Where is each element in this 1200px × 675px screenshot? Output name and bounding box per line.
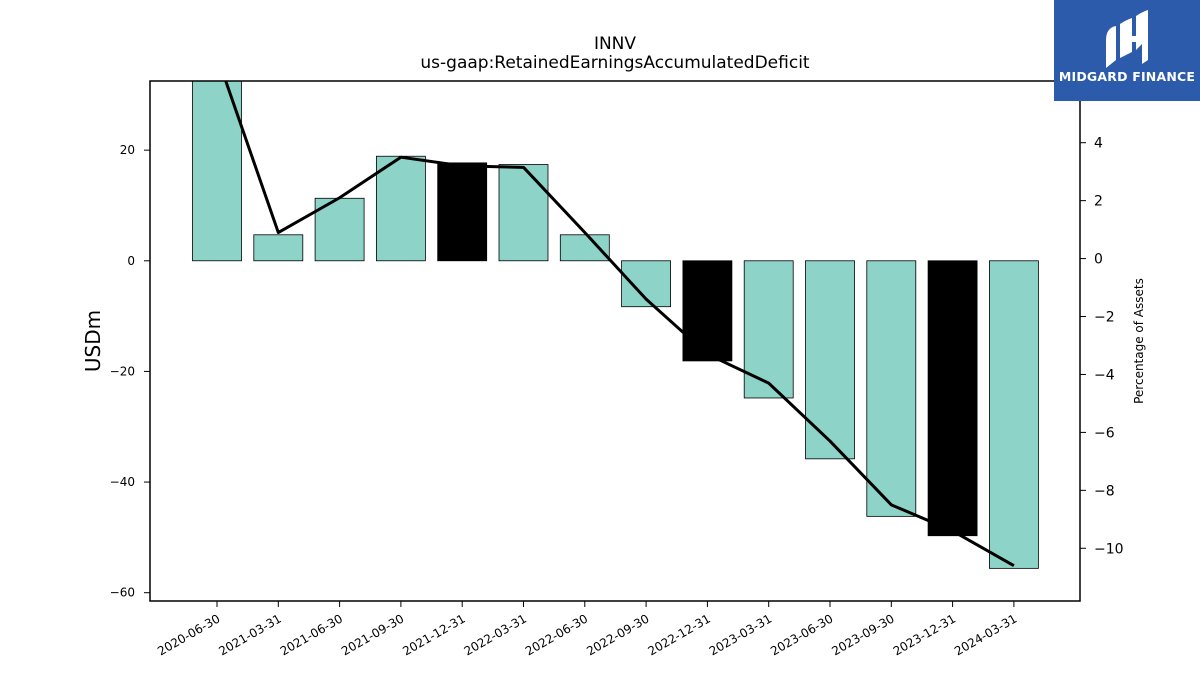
x-tick-label: 2022-03-31 (462, 611, 529, 658)
y2-axis-label: Percentage of Assets (1132, 278, 1146, 404)
x-tick-label: 2021-06-30 (278, 611, 345, 658)
bar-2022-12-31 (682, 260, 733, 362)
y-axis-label: USDm (81, 310, 105, 372)
y2-tick-label: −8 (1094, 483, 1115, 499)
bar-2024-03-31 (989, 260, 1039, 569)
y2-tick-label: 4 (1094, 136, 1103, 152)
logo-text: MIDGARD FINANCE (1058, 69, 1196, 84)
x-tick-label: 2021-03-31 (216, 611, 283, 658)
bar-2020-06-30 (192, 81, 242, 262)
y-tick-label: −20 (110, 364, 135, 378)
chart-title: INNV (594, 34, 636, 54)
x-tick-label: 2023-12-31 (891, 611, 958, 658)
y2-tick-label: −2 (1094, 310, 1115, 326)
x-tick-label: 2023-06-30 (768, 611, 835, 658)
logo-mark-icon (1106, 10, 1148, 68)
y2-tick-label: −10 (1094, 541, 1124, 557)
y-tick-label: 0 (127, 254, 135, 268)
chart-subtitle: us-gaap:RetainedEarningsAccumulatedDefic… (420, 53, 810, 73)
y2-tick-label: −4 (1094, 367, 1115, 383)
percentage-line (224, 81, 1015, 567)
bar-2021-12-31 (437, 162, 488, 262)
bar-2021-09-30 (375, 155, 426, 262)
y-axis-left: 20 0 −20 −40 −60 (110, 143, 150, 600)
bar-series (192, 81, 1039, 569)
y-tick-label: 20 (120, 143, 135, 157)
x-tick-label: 2021-09-30 (339, 611, 406, 658)
y-axis-right: 4 2 0 −2 −4 −6 −8 −10 (1080, 136, 1124, 557)
y-tick-label: −40 (110, 475, 135, 489)
x-tick-label: 2022-12-31 (645, 611, 712, 658)
bar-2021-03-31 (253, 234, 304, 262)
x-tick-label: 2022-06-30 (523, 611, 590, 658)
bar-2023-06-30 (805, 260, 855, 460)
y2-tick-label: 0 (1094, 252, 1103, 268)
y2-tick-label: 2 (1094, 194, 1103, 210)
bar-2023-09-30 (866, 260, 917, 517)
bar-2022-06-30 (559, 234, 610, 262)
bar-2023-03-31 (743, 260, 794, 399)
x-tick-label: 2021-12-31 (400, 611, 467, 658)
x-axis: 2020-06-302021-03-312021-06-302021-09-30… (155, 601, 1019, 658)
bar-2022-03-31 (498, 164, 549, 262)
x-tick-label: 2020-06-30 (155, 611, 222, 658)
x-tick-label: 2024-03-31 (952, 611, 1019, 658)
midgard-finance-logo: MIDGARD FINANCE (1054, 0, 1200, 101)
x-tick-label: 2023-03-31 (707, 611, 774, 658)
y-tick-label: −60 (110, 586, 135, 600)
x-tick-label: 2022-09-30 (584, 611, 651, 658)
y2-tick-label: −6 (1094, 425, 1115, 441)
plot-frame (149, 80, 1081, 602)
x-tick-label: 2023-09-30 (829, 611, 896, 658)
bar-2023-12-31 (927, 260, 978, 537)
line-series (224, 81, 1015, 567)
